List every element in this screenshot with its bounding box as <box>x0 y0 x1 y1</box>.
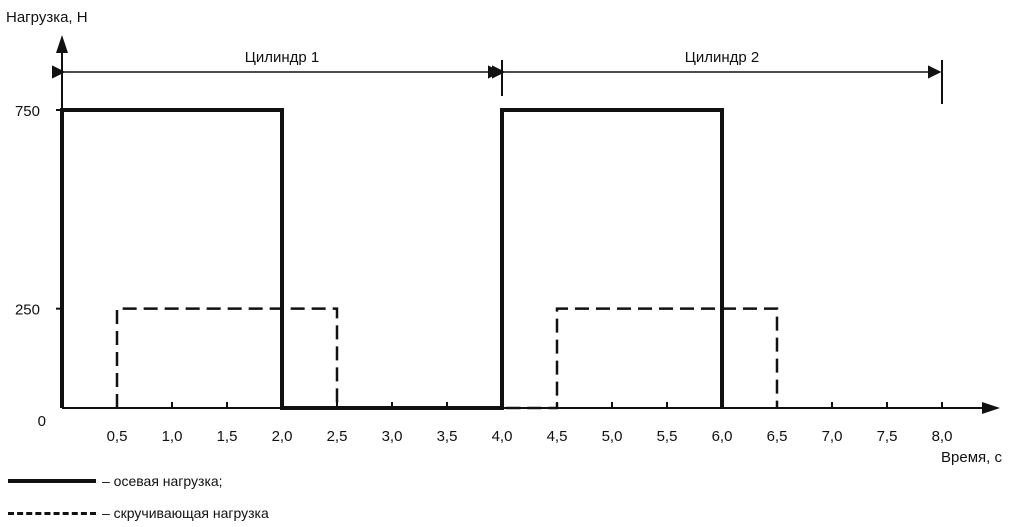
y-tick-label: 250 <box>15 302 40 319</box>
x-tick-label: 8,0 <box>932 428 953 445</box>
legend-axial: – осевая нагрузка; <box>8 473 223 489</box>
legend-dashed-line-icon <box>8 511 96 515</box>
x-tick-label: 3,0 <box>382 428 403 445</box>
x-tick-label: 1,5 <box>217 428 238 445</box>
interval-label: Цилиндр 1 <box>245 49 320 66</box>
legend-torsion-label: – скручивающая нагрузка <box>102 505 269 521</box>
series-axial-load <box>60 108 724 410</box>
x-axis-label: Время, с <box>941 449 1002 466</box>
legend-solid-line-icon <box>8 479 96 483</box>
cylinder-intervals: Цилиндр 1 Цилиндр 2 <box>51 49 943 104</box>
x-ticks: 0,5 1,0 1,5 2,0 2,5 3,0 3,5 4,0 4,5 5,0 5,5 6,0 6,5 7… <box>107 402 953 445</box>
y-axis-arrow-icon <box>56 35 68 53</box>
y-ticks: 0 250 750 <box>15 103 62 430</box>
interval-label: Цилиндр 2 <box>685 49 760 66</box>
y-tick-label: 750 <box>15 103 40 120</box>
x-tick-label: 7,0 <box>822 428 843 445</box>
y-axis-label: Нагрузка, Н <box>6 9 88 26</box>
x-tick-label: 2,0 <box>272 428 293 445</box>
legend-axial-label: – осевая нагрузка; <box>102 473 223 489</box>
x-tick-label: 5,5 <box>657 428 678 445</box>
x-tick-label: 5,0 <box>602 428 623 445</box>
x-tick-label: 6,5 <box>767 428 788 445</box>
series-torsion-load <box>115 307 779 410</box>
x-tick-label: 4,0 <box>492 428 513 445</box>
x-tick-label: 4,5 <box>547 428 568 445</box>
y-tick-label: 0 <box>38 413 46 430</box>
legend-torsion: – скручивающая нагрузка <box>8 505 269 521</box>
x-tick-label: 1,0 <box>162 428 183 445</box>
x-tick-label: 6,0 <box>712 428 733 445</box>
x-tick-label: 7,5 <box>877 428 898 445</box>
x-tick-label: 2,5 <box>327 428 348 445</box>
x-tick-label: 0,5 <box>107 428 128 445</box>
x-tick-label: 3,5 <box>437 428 458 445</box>
x-axis-arrow-icon <box>982 402 1000 414</box>
